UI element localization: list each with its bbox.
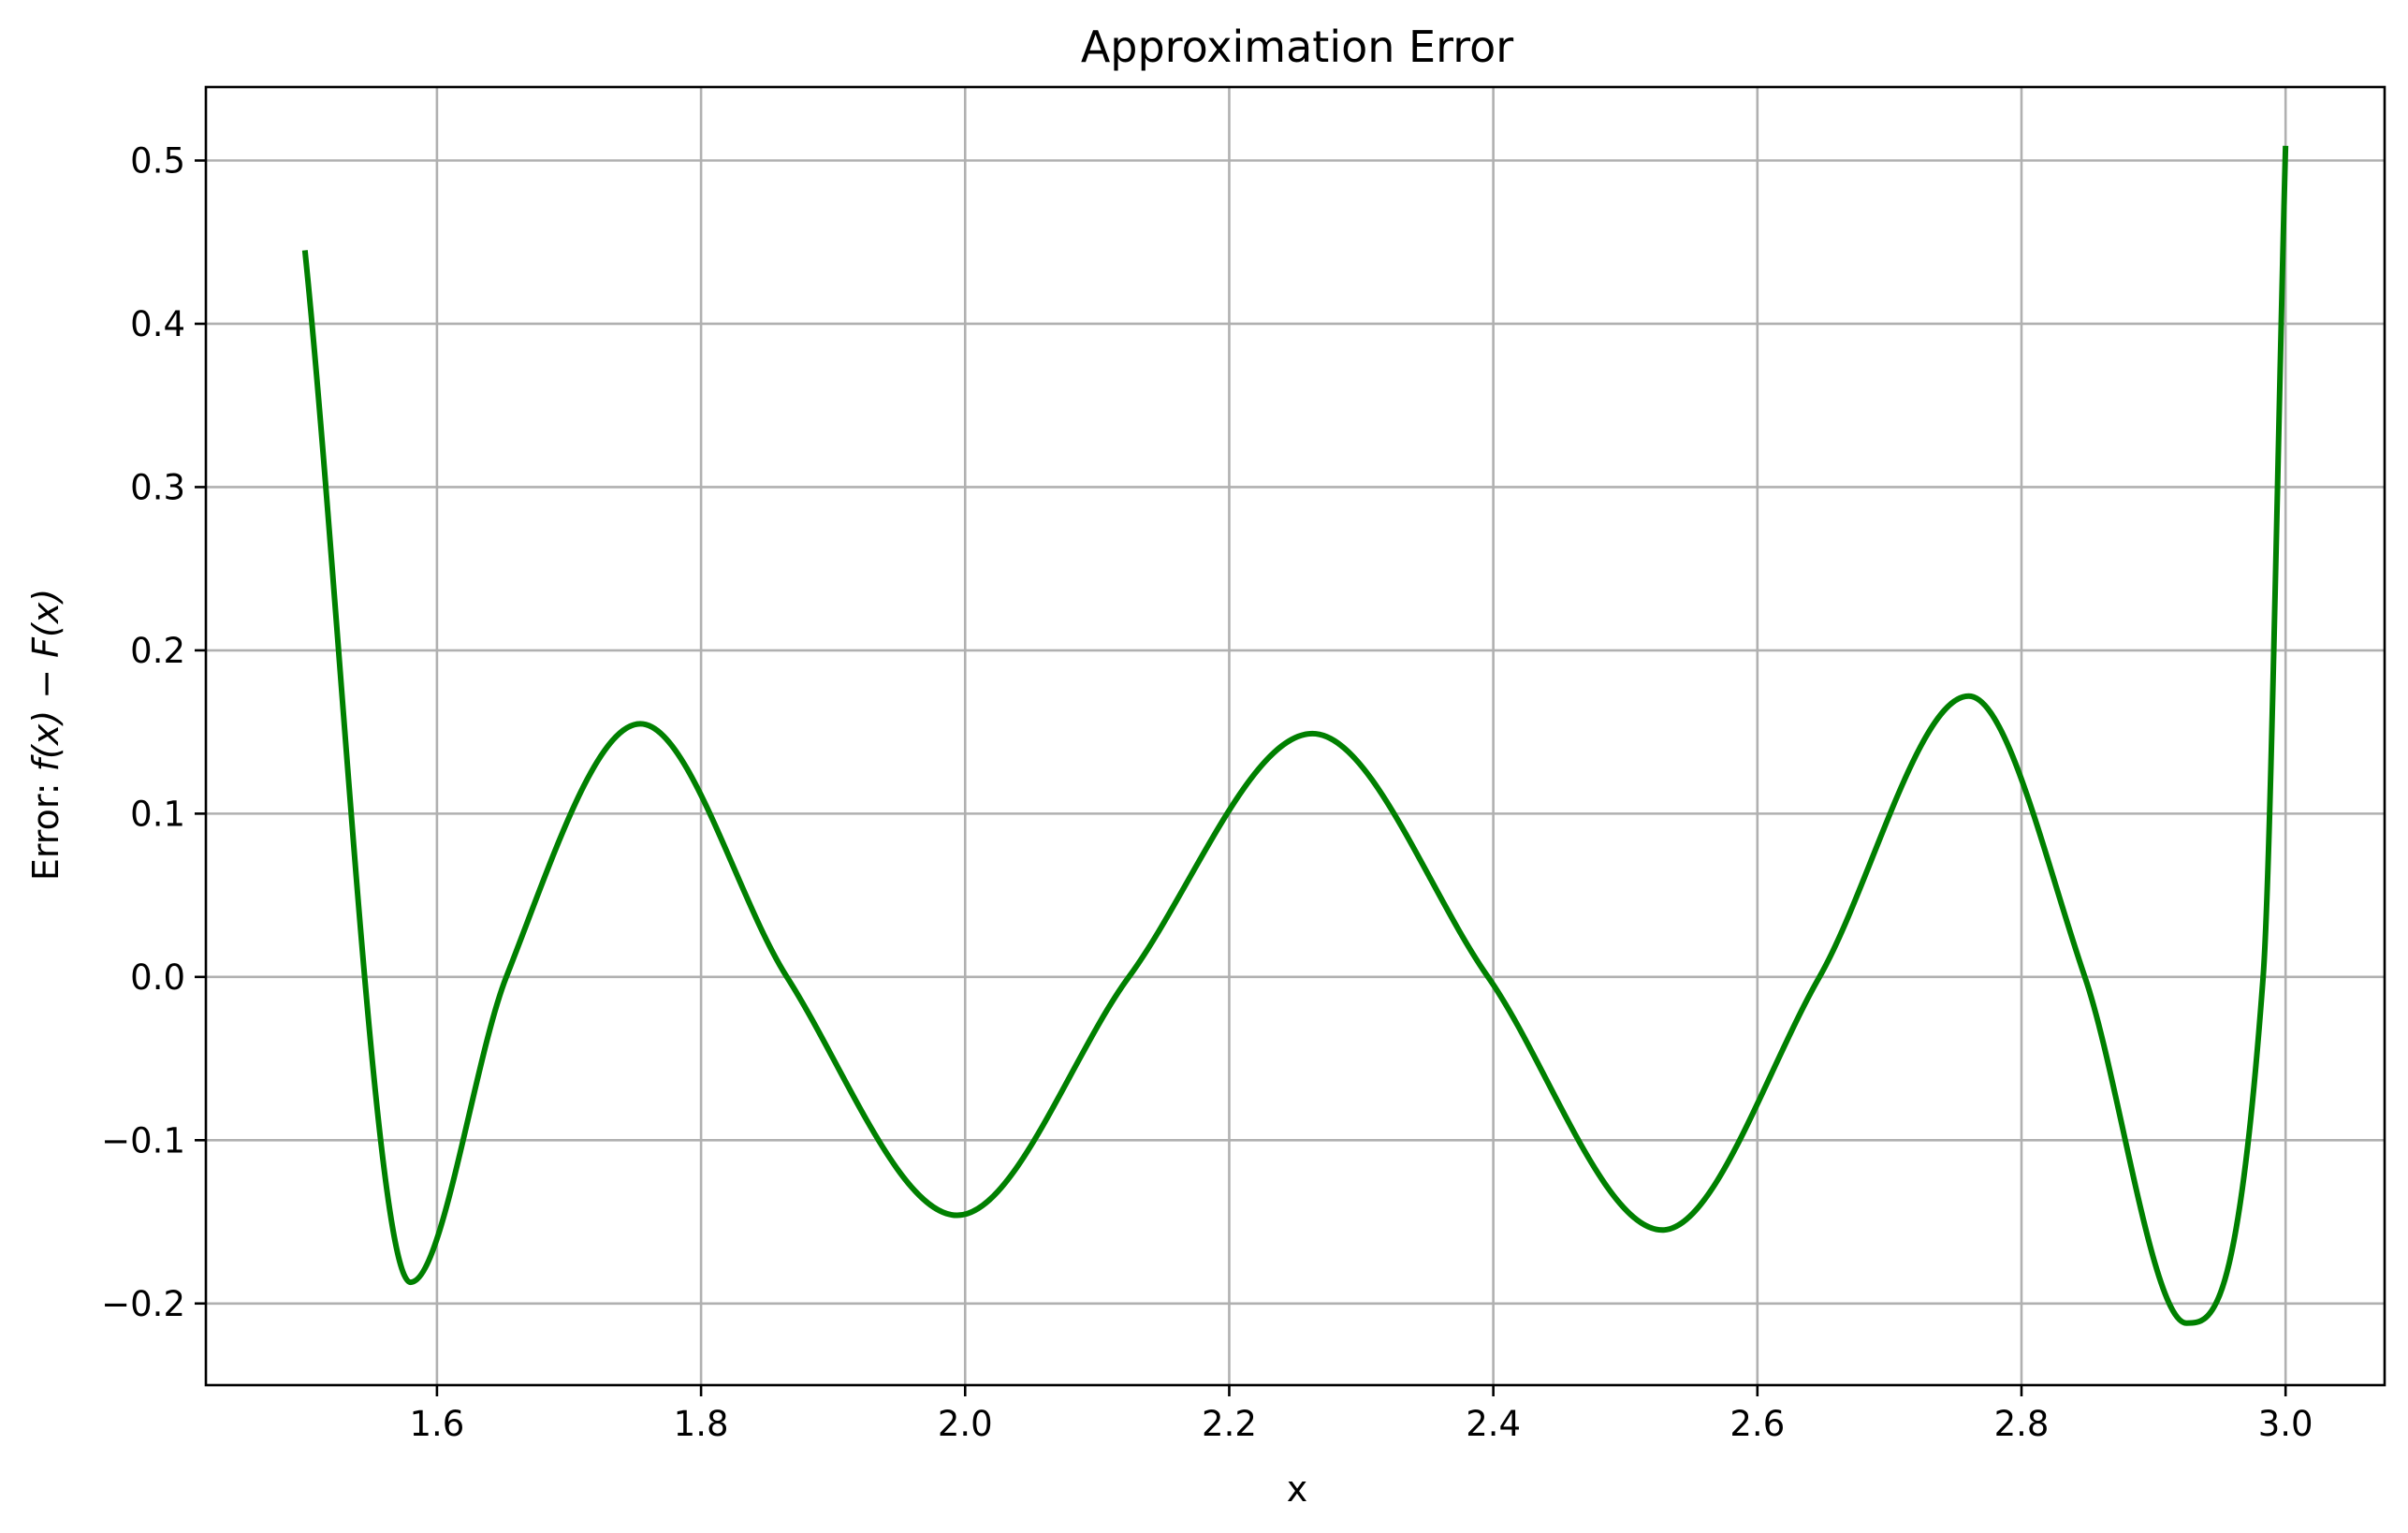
error-series-line bbox=[301, 145, 2289, 1326]
y-tick-label: 0.5 bbox=[130, 141, 185, 182]
chart-title: Approximation Error bbox=[1081, 22, 1513, 72]
x-tick-label: 1.6 bbox=[409, 1404, 464, 1444]
y-tick-label: 0.2 bbox=[130, 631, 185, 671]
y-axis-label: Error: f(x) − F(x) bbox=[25, 589, 66, 881]
y-tick-label: 0.1 bbox=[130, 794, 185, 834]
y-tick-label: 0.0 bbox=[130, 957, 185, 998]
x-tick-label: 2.2 bbox=[1202, 1404, 1257, 1444]
x-tick-label: 1.8 bbox=[674, 1404, 729, 1444]
x-tick-label: 2.0 bbox=[938, 1404, 993, 1444]
x-tick-label: 2.4 bbox=[1466, 1404, 1521, 1444]
y-tick-label: −0.2 bbox=[101, 1284, 185, 1324]
x-tick-label: 2.6 bbox=[1729, 1404, 1785, 1444]
x-axis-label: x bbox=[1287, 1468, 1308, 1510]
y-tick-label: −0.1 bbox=[101, 1120, 185, 1161]
axes-frame bbox=[204, 85, 2386, 1387]
x-tick-label: 2.8 bbox=[1994, 1404, 2050, 1444]
y-tick-label: 0.3 bbox=[130, 467, 185, 507]
y-axis-label-math: f(x) − F(x) bbox=[25, 589, 66, 772]
plot-area bbox=[301, 145, 2289, 1326]
x-tick-label: 3.0 bbox=[2258, 1404, 2313, 1444]
ticks: 1.6 1.8 2.0 2.2 2.4 2.6 2.8 3.0 −0.2 −0.1 0.0 0.1 0.… bbox=[101, 141, 2313, 1444]
grid bbox=[206, 87, 2385, 1385]
y-axis-label-prefix: Error: bbox=[25, 771, 66, 881]
y-tick-label: 0.4 bbox=[130, 304, 185, 344]
